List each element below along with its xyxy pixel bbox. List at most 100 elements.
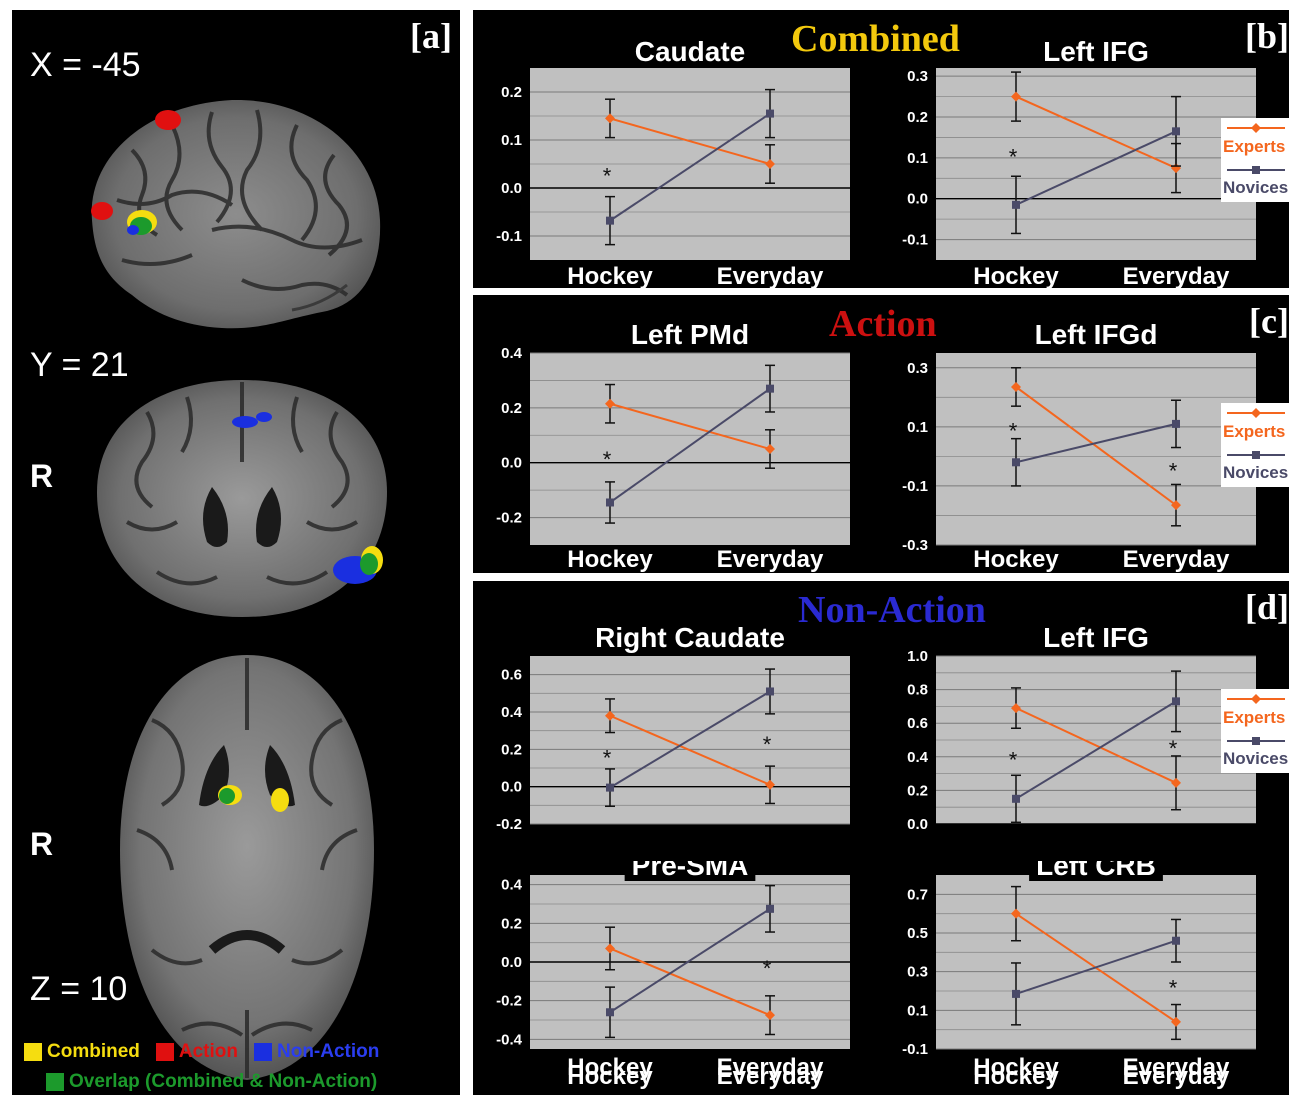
chart1-legend-novices-label: Novices [1223, 178, 1288, 197]
chart1-novices-point [1172, 127, 1180, 136]
combined-swatch [24, 1042, 42, 1061]
chart0-y-tick-label: 0.2 [501, 84, 522, 101]
chart1-novices-line [1015, 130, 1177, 206]
sagittal-brain-slice [91, 99, 381, 329]
chart1-y-tick-label: -0.1 [902, 232, 928, 249]
chart7-y-tick-label: 0.5 [907, 925, 928, 942]
chart4-novices-point [606, 783, 614, 792]
chart0-category-label: Everyday [717, 263, 824, 288]
chart2-category-label: Hockey [567, 546, 653, 573]
chart5-novices-point [1012, 794, 1020, 803]
chart6-y-tick-label: -0.4 [496, 1031, 523, 1048]
chart-left-pmd: -0.2 0.0 0.2 0.4 Left PMd * Hockey Everyday [496, 319, 850, 573]
chart5-novices-point [1172, 697, 1180, 706]
chart6-novices-point [606, 1008, 614, 1017]
sagittal-coordinate-label: X = -45 [30, 46, 141, 84]
chart2-experts-point [765, 444, 775, 454]
chart7-novices-line [1015, 939, 1177, 995]
chart1-legend: Experts Novices [1221, 118, 1289, 202]
chart5-legend-experts-marker [1251, 694, 1261, 704]
chart2-title-box [623, 319, 757, 350]
chart4-y-tick-label: 0.4 [501, 704, 523, 721]
chart7-y-tick-label: 0.7 [907, 886, 928, 903]
chart0-title-text: Caudate [635, 36, 745, 67]
panel-letter-d: [d] [1245, 587, 1289, 627]
chart2-experts-point [605, 398, 615, 409]
chart6-title-text: Pre-SMA [632, 861, 749, 881]
chart6-novices-point [766, 904, 774, 913]
chart2-y-tick-label: -0.2 [496, 510, 522, 527]
legend-label-combined: Combined [47, 1041, 140, 1062]
chart5-experts-point [1011, 703, 1021, 714]
chart2-experts-line [609, 402, 771, 450]
chart4-title-box [588, 622, 792, 653]
chart4-experts-point [605, 710, 615, 721]
axial-brain-slice [120, 655, 374, 1080]
chart7-novices-point [1172, 936, 1180, 945]
coronal-brain-slice [97, 380, 387, 617]
chart7-novices-point [1012, 989, 1020, 998]
panel-b-title: Combined [791, 18, 960, 60]
legend-label-action: Action [178, 1041, 238, 1062]
chart0-experts-point [765, 159, 775, 169]
chart3-y-tick-label: 0.3 [907, 360, 928, 377]
chart7-y-tick-label: 0.3 [907, 964, 928, 981]
chart4-title-text: Right Caudate [595, 622, 785, 653]
chart4-novices-line [609, 690, 771, 789]
chart-pre-sma: -0.4 -0.2 0.0 0.2 0.4 Pre-SMA * Hockey Everyday [496, 861, 850, 1081]
chart3-legend-novices-marker [1252, 451, 1260, 459]
chart3-legend-experts-marker [1251, 408, 1261, 418]
chart5-y-tick-label: 0.8 [907, 682, 928, 699]
panel-d-non-action: Non-Action [d] -0.2 0.0 0.2 0.4 0.6 Right Cau… [473, 581, 1289, 1095]
action-swatch [155, 1042, 174, 1061]
chart3-plot-area [936, 353, 1256, 545]
chart4-y-tick-label: 0.6 [501, 667, 522, 684]
panel-a-brain-slices: [a] X = -45 Y = 21 Z = 10 R R [12, 10, 460, 1095]
chart5-significance-asterisk: * [1009, 747, 1018, 772]
chart3-significance-asterisk: * [1169, 459, 1178, 484]
chart7-category-label: Hockey [973, 1054, 1059, 1081]
chart7-category-label: Hockey [973, 1063, 1059, 1090]
panel-letter-b: [b] [1245, 16, 1289, 56]
chart6-title-box [624, 861, 756, 881]
chart7-y-tick-label: 0.1 [907, 1002, 928, 1019]
chart7-title: Left CRB [1029, 861, 1163, 881]
chart3-category-label: Hockey [973, 546, 1059, 573]
chart3-y-tick-label: -0.1 [902, 478, 928, 495]
panel-c-title: Action [829, 303, 937, 345]
chart6-category-label: Hockey [567, 1063, 653, 1090]
chart-left-crb: -0.1 0.1 0.3 0.5 0.7 Left CRB * Hockey Everyday [902, 861, 1256, 1081]
chart3-novices-point [1012, 458, 1020, 467]
legend-label-overlap: Overlap (Combined & Non-Action) [69, 1071, 378, 1092]
chart4-significance-asterisk: * [603, 746, 612, 771]
chart0-experts-line [609, 117, 771, 165]
chart6-significance-asterisk: * [763, 956, 772, 981]
chart4-y-tick-label: 0.0 [501, 779, 522, 796]
chart3-experts-point [1011, 381, 1021, 392]
chart5-y-tick-label: 0.2 [907, 782, 928, 799]
chart6-title: Pre-SMA [624, 861, 756, 881]
overlap-swatch [46, 1072, 64, 1091]
chart3-title-text: Left IFGd [1035, 319, 1158, 350]
chart7-experts-point [1011, 908, 1021, 919]
chart3-legend: Experts Novices [1221, 403, 1289, 487]
chart1-title-box [1036, 36, 1156, 67]
chart2-novices-line [609, 387, 771, 504]
chart6-experts-line [609, 947, 771, 1017]
chart5-title: Left IFG [1036, 622, 1156, 653]
chart3-experts-line [1015, 386, 1177, 506]
chart3-title-box [1027, 319, 1165, 350]
chart4-y-tick-label: 0.2 [501, 741, 522, 758]
chart2-title-text: Left PMd [631, 319, 749, 350]
legend-item-combined: Combined [24, 1042, 140, 1061]
axial-right-hemisphere-label: R [30, 826, 54, 862]
chart7-title-text: Left CRB [1036, 861, 1156, 881]
chart2-novices-point [766, 384, 774, 393]
chart0-experts-point [605, 113, 615, 124]
chart7-category-label: Everyday [1123, 1054, 1230, 1081]
panel-c-action: Action [c] -0.2 0.0 0.2 0.4 Left PMd * Hockey E… [473, 295, 1289, 573]
chart3-y-tick-label: 0.1 [907, 419, 928, 436]
chart7-significance-asterisk: * [1169, 975, 1178, 1000]
chart5-title-box [1036, 622, 1156, 653]
chart0-novices-point [766, 109, 774, 118]
